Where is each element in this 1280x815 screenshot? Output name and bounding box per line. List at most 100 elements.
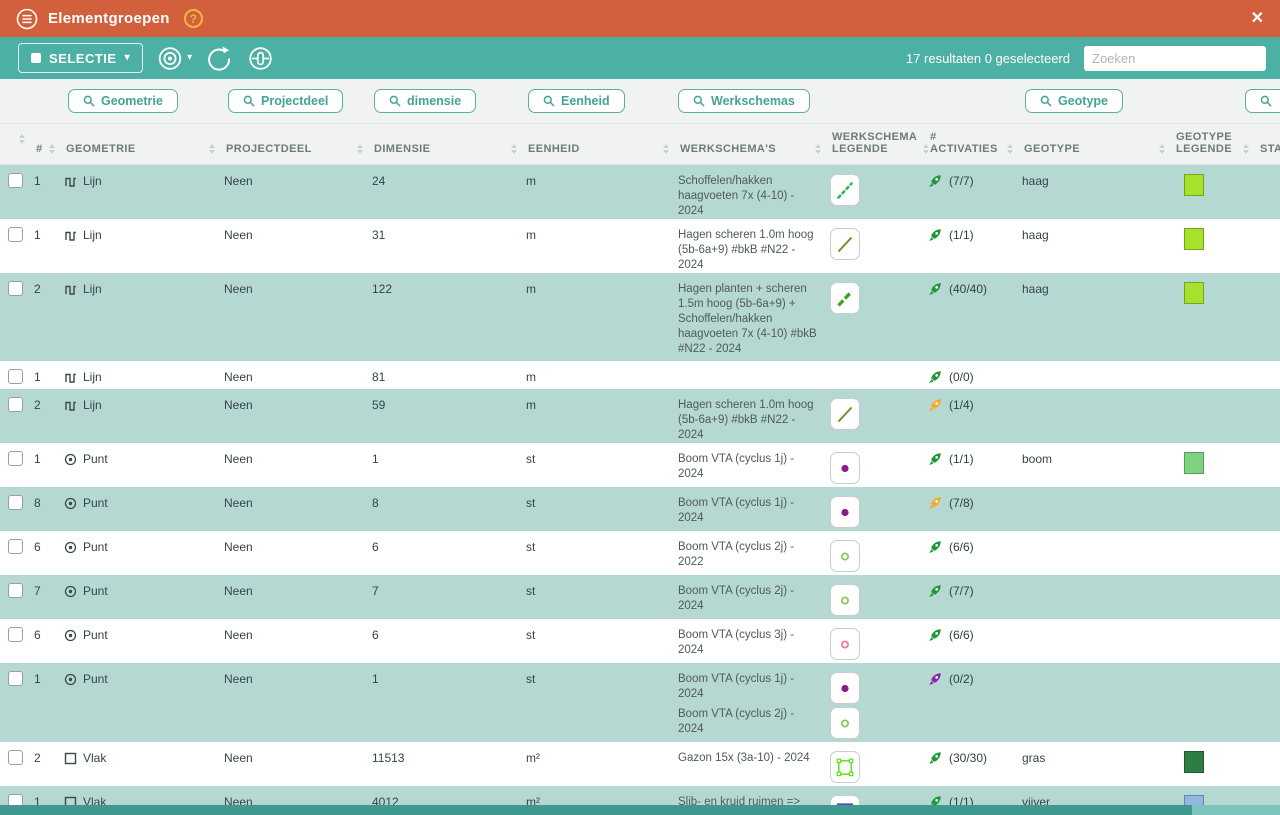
- table-row[interactable]: 1 Lijn Neen 24 m Schoffelen/hakken haagvoeten…: [0, 165, 1280, 219]
- geotype-color-swatch: [1184, 174, 1204, 196]
- row-checkbox[interactable]: [8, 227, 23, 242]
- row-checkbox[interactable]: [8, 627, 23, 642]
- filter-button-partial[interactable]: [1245, 89, 1280, 113]
- geotype-legende-cell: [1174, 443, 1258, 474]
- scrollbar-thumb[interactable]: [0, 805, 1192, 815]
- dimensie-value: 7: [372, 584, 379, 598]
- eenheid-value: m: [526, 398, 536, 412]
- eenheid-value: m: [526, 370, 536, 384]
- row-count: 8: [34, 496, 41, 510]
- status-cell: [1258, 531, 1280, 540]
- table-row[interactable]: 2 Vlak Neen 11513 m² Gazon 15x (3a-10) - 2024…: [0, 742, 1280, 786]
- werkschemas-cell: Gazon 15x (3a-10) - 2024: [678, 742, 830, 786]
- werkschemas-cell: Boom VTA (cyclus 1j) - 2024: [678, 487, 830, 531]
- sort-arrows-icon[interactable]: [657, 144, 674, 155]
- search-icon: [389, 95, 401, 107]
- row-checkbox[interactable]: [8, 495, 23, 510]
- row-count: 2: [34, 282, 41, 296]
- compare-button[interactable]: [247, 45, 274, 72]
- werkschemas-cell: Boom VTA (cyclus 2j) - 2024: [678, 575, 830, 619]
- row-checkbox[interactable]: [8, 369, 23, 384]
- help-icon[interactable]: ?: [183, 9, 203, 28]
- row-checkbox[interactable]: [8, 397, 23, 412]
- refresh-button[interactable]: [206, 45, 233, 72]
- activaties-cell: (0/0): [928, 361, 1022, 384]
- chevron-down-icon: ▾: [124, 52, 131, 63]
- geotype-value: [1022, 663, 1174, 672]
- column-header-geotype-legende: GEOTYPE LEGENDE: [1174, 124, 1258, 164]
- filter-button-dimensie[interactable]: dimensie: [374, 89, 477, 113]
- rocket-icon: [928, 584, 942, 598]
- geometry-area-icon: [64, 752, 77, 765]
- sort-arrows-icon[interactable]: [505, 144, 522, 155]
- geotype-value: gras: [1022, 751, 1046, 765]
- table-row[interactable]: 1 Lijn Neen 31 m Hagen scheren 1.0m hoog (5b-…: [0, 219, 1280, 273]
- sort-arrows-icon[interactable]: [1001, 144, 1018, 155]
- sort-arrows-icon[interactable]: [43, 144, 60, 155]
- sort-arrows-icon[interactable]: [1153, 144, 1170, 155]
- row-checkbox[interactable]: [8, 583, 23, 598]
- geotype-legende-cell: [1174, 663, 1258, 672]
- filter-button-eenheid[interactable]: Eenheid: [528, 89, 625, 113]
- geometry-label: Punt: [83, 672, 108, 686]
- row-checkbox[interactable]: [8, 671, 23, 686]
- activaties-count: (30/30): [949, 751, 988, 765]
- filter-button-label: Geotype: [1058, 94, 1109, 108]
- activaties-count: (7/7): [949, 174, 974, 188]
- table-row[interactable]: 2 Lijn Neen 122 m Hagen planten + scheren 1.5…: [0, 273, 1280, 361]
- row-checkbox[interactable]: [8, 539, 23, 554]
- eenheid-value: st: [526, 540, 536, 554]
- filter-button-geotype[interactable]: Geotype: [1025, 89, 1124, 113]
- column-label: GEOMETRIE: [66, 143, 136, 155]
- sort-arrows-icon[interactable]: [203, 144, 220, 155]
- row-count: 1: [34, 795, 41, 809]
- table-row[interactable]: 2 Lijn Neen 59 m Hagen scheren 1.0m hoog (5b-…: [0, 389, 1280, 443]
- selectie-button[interactable]: SELECTIE ▾: [18, 43, 144, 73]
- row-checkbox[interactable]: [8, 750, 23, 765]
- sort-arrows-icon[interactable]: [809, 144, 826, 155]
- filter-button-projectdeel[interactable]: Projectdeel: [228, 89, 344, 113]
- column-header-#: #: [34, 124, 64, 164]
- sort-arrows-icon[interactable]: [1237, 144, 1254, 155]
- row-checkbox[interactable]: [8, 451, 23, 466]
- projectdeel-value: Neen: [224, 228, 253, 242]
- dimensie-value: 1: [372, 452, 379, 466]
- row-count: 2: [34, 398, 41, 412]
- column-label: #: [36, 143, 43, 155]
- rocket-icon: [928, 174, 942, 188]
- filter-button-label: Geometrie: [101, 94, 163, 108]
- table-row[interactable]: 1 Lijn Neen 81 m (0/0): [0, 361, 1280, 389]
- geometry-point-icon: [64, 453, 77, 466]
- row-checkbox[interactable]: [8, 281, 23, 296]
- geotype-legende-cell: [1174, 273, 1258, 304]
- sort-arrows-icon[interactable]: [351, 144, 368, 155]
- search-input[interactable]: [1084, 45, 1266, 71]
- activaties-count: (1/1): [949, 452, 974, 466]
- werkschema-legende-cell: [830, 443, 928, 487]
- geometry-line-icon: [64, 399, 77, 412]
- geotype-legende-cell: [1174, 575, 1258, 584]
- row-checkbox[interactable]: [8, 173, 23, 188]
- zoom-to-selection-button[interactable]: ▾: [157, 45, 192, 72]
- filter-button-werkschemas[interactable]: Werkschemas: [678, 89, 810, 113]
- werkschema-legend-green-circle-icon: [830, 584, 860, 616]
- results-count: 17 resultaten 0 geselecteerd: [905, 50, 1070, 66]
- sort-arrows-icon[interactable]: [13, 134, 30, 145]
- werkschema-legende-cell: [830, 165, 928, 209]
- filter-button-geometrie[interactable]: Geometrie: [68, 89, 178, 113]
- rocket-icon: [928, 751, 942, 765]
- title-bar: Elementgroepen ? ✕: [0, 0, 1280, 37]
- geotype-legende-cell: [1174, 487, 1258, 496]
- sort-arrows-icon[interactable]: [917, 144, 928, 155]
- selectie-label: SELECTIE: [49, 50, 117, 66]
- close-icon[interactable]: ✕: [1250, 9, 1264, 27]
- horizontal-scrollbar[interactable]: [0, 805, 1280, 815]
- rocket-icon: [928, 496, 942, 510]
- geometry-line-icon: [64, 175, 77, 188]
